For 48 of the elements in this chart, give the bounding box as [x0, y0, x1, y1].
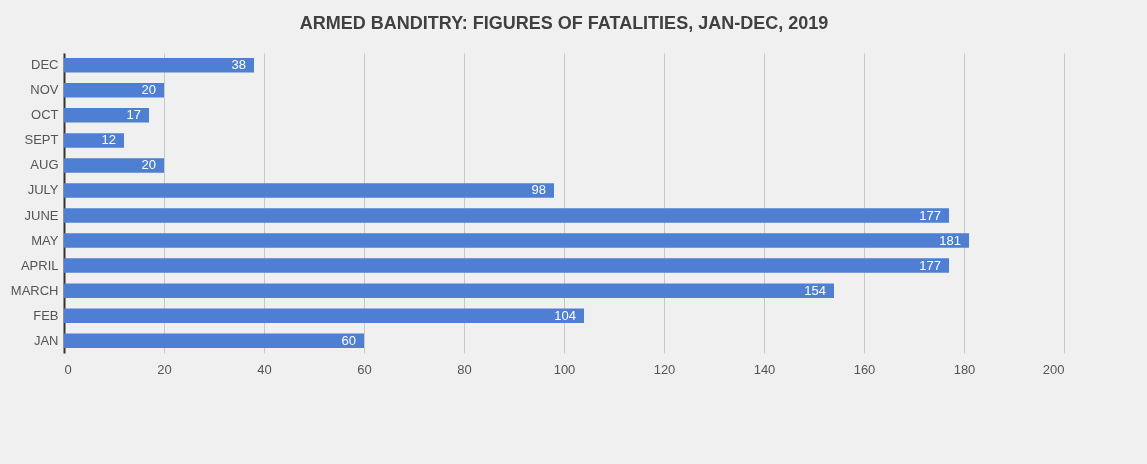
x-tick-label: 160 [853, 361, 876, 377]
x-tick-label: 20 [157, 361, 172, 377]
bar [64, 233, 969, 248]
bar [64, 258, 949, 273]
x-tick-label: 140 [753, 361, 776, 377]
bar [64, 83, 164, 98]
y-tick-label: JAN [33, 332, 59, 348]
y-tick-label: APRIL [20, 257, 59, 273]
y-tick-label: NOV [30, 82, 59, 98]
y-tick-label: DEC [31, 57, 59, 73]
bar [64, 108, 149, 123]
bar [64, 158, 164, 173]
x-tick-label: 40 [257, 361, 272, 377]
data-label: 181 [939, 232, 961, 248]
data-label: 38 [231, 57, 246, 73]
x-tick-label: 60 [357, 361, 372, 377]
x-tick-label: 80 [457, 361, 472, 377]
x-tick-label: 120 [653, 361, 676, 377]
y-tick-label: FEB [33, 307, 59, 323]
x-tick-label: 0 [64, 361, 72, 377]
x-tick-label: 180 [953, 361, 976, 377]
y-tick-label: JULY [27, 182, 59, 198]
y-tick-label: MARCH [10, 282, 59, 298]
bar [64, 333, 364, 348]
bar [64, 283, 834, 298]
data-label: 17 [126, 107, 141, 123]
chart-title: ARMED BANDITRY: FIGURES OF FATALITIES, JAN-DEC, 2019 [299, 13, 829, 33]
data-label: 20 [141, 82, 156, 98]
bar [64, 58, 254, 73]
data-label: 154 [804, 282, 826, 298]
y-tick-label: OCT [31, 107, 59, 123]
y-tick-label: MAY [31, 232, 59, 248]
y-tick-label: SEPT [24, 132, 59, 148]
x-tick-label: 100 [553, 361, 576, 377]
x-tick-label: 200 [1042, 361, 1065, 377]
bar [64, 308, 584, 323]
data-label: 98 [531, 182, 546, 198]
data-label: 12 [101, 132, 116, 148]
data-label: 177 [919, 207, 941, 223]
bar [64, 208, 949, 223]
data-label: 20 [141, 157, 156, 173]
y-tick-label: JUNE [24, 207, 59, 223]
y-tick-label: AUG [30, 157, 59, 173]
data-label: 177 [919, 257, 941, 273]
bar [64, 183, 554, 198]
data-label: 104 [554, 307, 576, 323]
data-label: 60 [341, 332, 356, 348]
bar [64, 133, 124, 148]
